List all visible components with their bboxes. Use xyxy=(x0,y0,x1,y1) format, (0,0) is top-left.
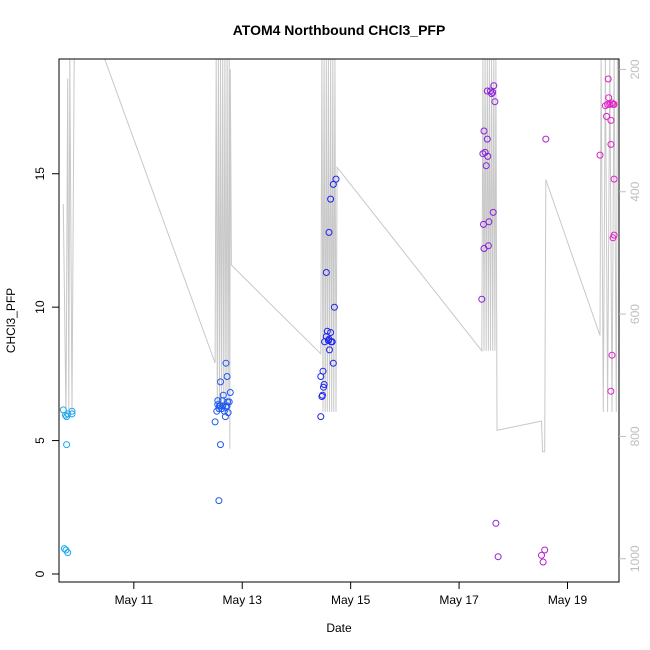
secondary-y-axis: 200 400 600 800 1000 xyxy=(619,59,642,572)
x-tick-label: May 15 xyxy=(331,593,371,607)
data-point xyxy=(225,398,233,406)
x-tick-label: May 19 xyxy=(548,593,588,607)
data-point xyxy=(326,346,333,354)
data-point xyxy=(329,180,337,188)
data-point xyxy=(482,162,490,170)
data-point xyxy=(542,135,550,143)
data-point xyxy=(319,367,327,375)
data-point xyxy=(489,208,497,216)
data-point xyxy=(63,441,71,449)
data-point xyxy=(68,410,76,418)
data-point xyxy=(604,75,612,83)
y2-tick-label: 1000 xyxy=(628,545,642,572)
data-point xyxy=(217,441,224,449)
data-point xyxy=(479,150,487,158)
data-point xyxy=(539,558,547,566)
data-point xyxy=(327,195,335,203)
data-point xyxy=(320,381,328,388)
y-axis: 0 5 10 15 xyxy=(33,167,59,577)
data-point xyxy=(325,228,333,236)
data-point xyxy=(222,359,230,367)
data-point xyxy=(538,551,545,559)
data-point xyxy=(610,175,618,183)
y-tick-label: 0 xyxy=(33,570,47,577)
data-point xyxy=(485,218,493,226)
y2-tick-label: 400 xyxy=(628,181,642,201)
data-point xyxy=(223,373,231,380)
data-point xyxy=(607,387,615,395)
data-point xyxy=(219,391,227,399)
data-point xyxy=(610,100,618,108)
y-axis-label: CHCl3_PFP xyxy=(4,288,18,353)
y2-tick-label: 600 xyxy=(628,304,642,324)
data-point xyxy=(603,112,610,120)
data-point xyxy=(607,116,615,124)
x-tick-label: May 13 xyxy=(223,593,263,607)
data-point xyxy=(317,413,325,421)
pressure-profile-line xyxy=(62,59,618,453)
data-point xyxy=(64,549,72,557)
data-point xyxy=(480,220,487,228)
data-point xyxy=(328,338,336,346)
x-axis: May 11 May 13 May 15 May 17 May 19 xyxy=(115,582,588,607)
data-point xyxy=(330,303,338,311)
data-point xyxy=(211,418,219,426)
data-point xyxy=(60,545,68,553)
plot-content xyxy=(59,59,618,566)
data-point xyxy=(605,94,613,102)
data-point xyxy=(494,553,502,561)
y2-tick-label: 200 xyxy=(628,59,642,79)
y2-tick-label: 800 xyxy=(628,426,642,446)
data-point xyxy=(610,231,618,239)
data-point xyxy=(217,378,224,386)
data-point xyxy=(491,98,499,106)
data-point xyxy=(224,409,232,417)
data-point xyxy=(320,383,327,391)
data-point xyxy=(322,269,330,276)
data-point xyxy=(608,351,616,359)
y-tick-label: 10 xyxy=(33,300,47,314)
data-point xyxy=(492,519,500,527)
data-point xyxy=(329,359,337,367)
y-tick-label: 15 xyxy=(33,167,47,181)
chart-title: ATOM4 Northbound CHCl3_PFP xyxy=(233,22,446,38)
data-point xyxy=(483,87,491,95)
data-point xyxy=(319,391,326,399)
data-point xyxy=(215,497,223,505)
data-point xyxy=(226,389,234,396)
data-point xyxy=(478,295,486,303)
x-tick-label: May 17 xyxy=(439,593,479,607)
data-point xyxy=(607,140,615,148)
plot-frame xyxy=(58,58,620,583)
data-point xyxy=(490,82,498,90)
y-tick-label: 5 xyxy=(33,437,47,444)
data-point xyxy=(480,127,488,135)
x-axis-label: Date xyxy=(326,621,352,635)
data-point xyxy=(596,151,604,159)
data-point xyxy=(484,242,492,250)
data-point xyxy=(327,329,335,336)
x-tick-label: May 11 xyxy=(115,593,154,607)
data-point xyxy=(323,327,331,335)
data-point xyxy=(223,402,231,410)
data-point xyxy=(541,546,549,554)
data-point xyxy=(332,175,340,183)
data-point xyxy=(68,407,76,415)
data-point xyxy=(483,135,491,143)
